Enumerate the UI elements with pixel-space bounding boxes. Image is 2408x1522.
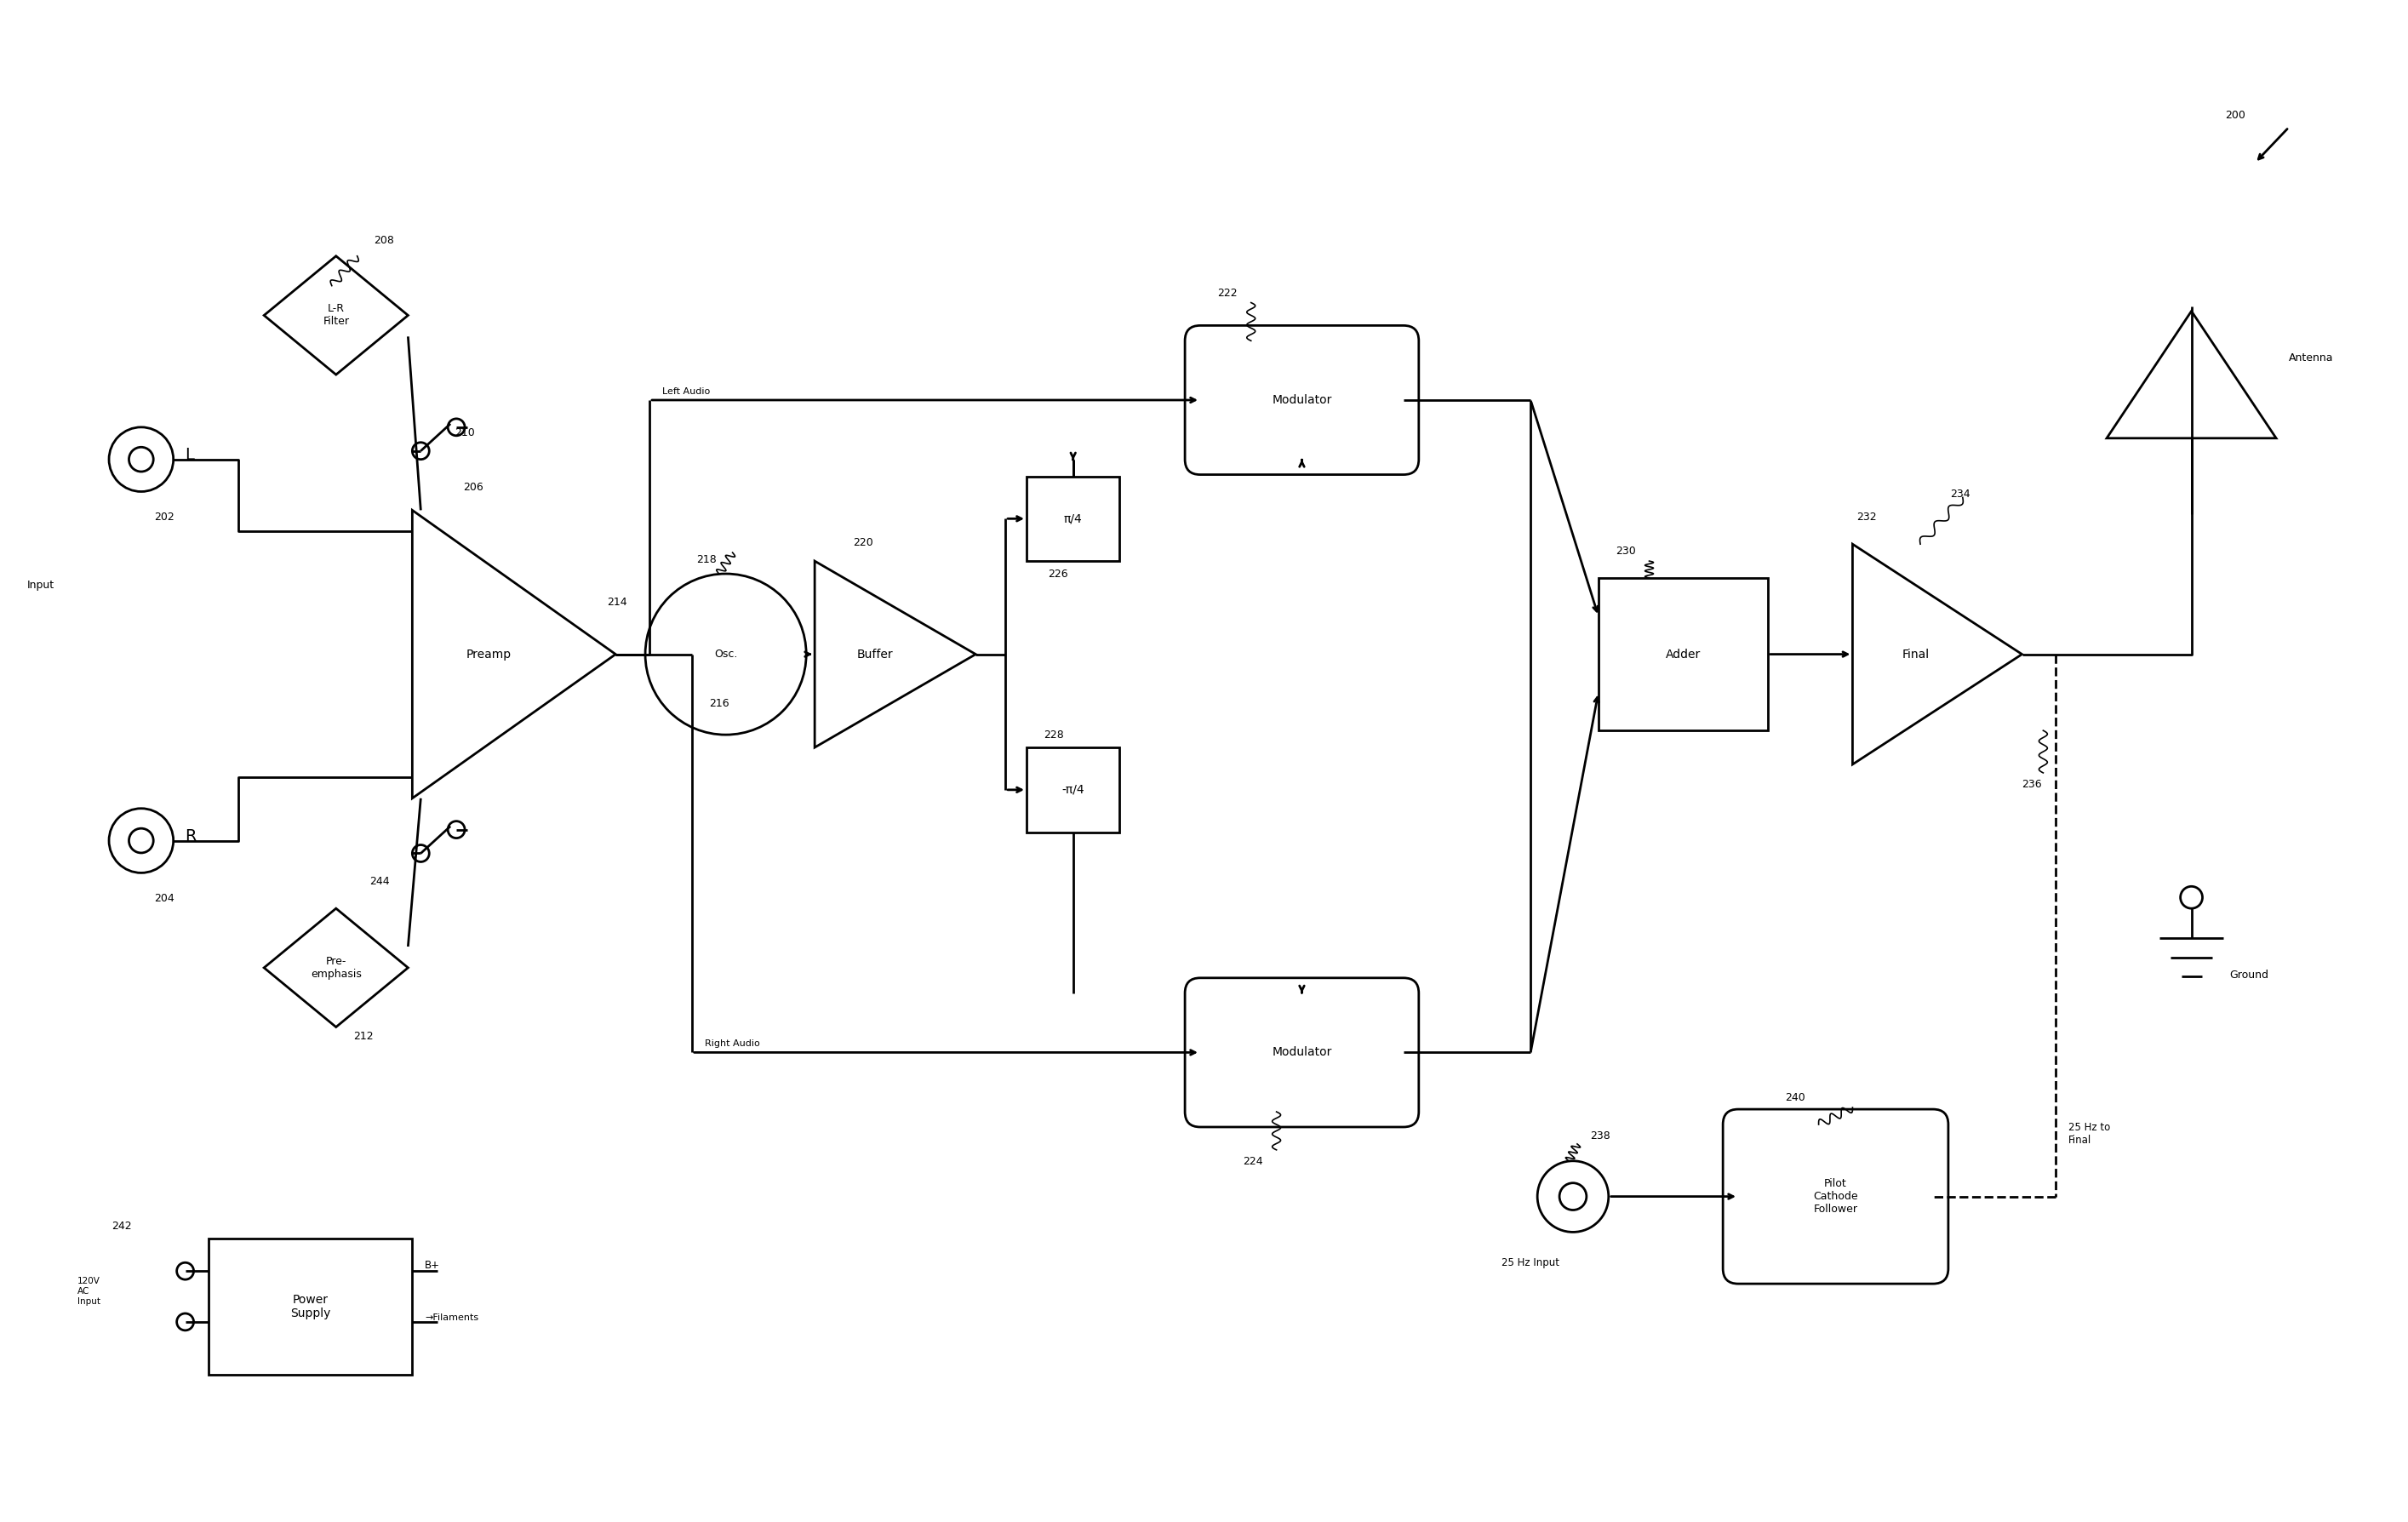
Circle shape xyxy=(448,419,465,435)
Text: 244: 244 xyxy=(371,877,390,887)
Text: L-R
Filter: L-R Filter xyxy=(323,303,349,327)
Text: Pre-
emphasis: Pre- emphasis xyxy=(311,956,361,980)
Text: 236: 236 xyxy=(2023,779,2042,790)
Text: 224: 224 xyxy=(1243,1155,1262,1167)
Text: 210: 210 xyxy=(455,428,474,438)
Text: -π/4: -π/4 xyxy=(1062,784,1084,796)
Text: 218: 218 xyxy=(696,554,715,565)
Text: Modulator: Modulator xyxy=(1271,1047,1332,1058)
Text: Adder: Adder xyxy=(1666,648,1700,661)
Text: 228: 228 xyxy=(1043,729,1064,741)
Text: 242: 242 xyxy=(111,1221,132,1233)
Text: 25 Hz to
Final: 25 Hz to Final xyxy=(2068,1122,2109,1146)
Text: Left Audio: Left Audio xyxy=(662,387,710,396)
Circle shape xyxy=(2179,886,2203,909)
Text: →Filaments: →Filaments xyxy=(424,1313,479,1323)
Text: Ground: Ground xyxy=(2230,970,2268,980)
Circle shape xyxy=(176,1263,193,1280)
Text: B+: B+ xyxy=(424,1260,441,1271)
Text: 25 Hz Input: 25 Hz Input xyxy=(1503,1257,1560,1268)
Text: Power
Supply: Power Supply xyxy=(291,1294,330,1320)
Text: Osc.: Osc. xyxy=(715,648,737,659)
Text: Input: Input xyxy=(26,580,53,591)
Text: 212: 212 xyxy=(354,1032,373,1043)
Circle shape xyxy=(176,1313,193,1330)
Text: Right Audio: Right Audio xyxy=(706,1040,759,1049)
Text: Preamp: Preamp xyxy=(465,648,510,661)
Text: 206: 206 xyxy=(462,482,484,493)
Text: 234: 234 xyxy=(1950,489,1970,501)
Text: Buffer: Buffer xyxy=(857,648,893,661)
Circle shape xyxy=(412,443,429,460)
Text: π/4: π/4 xyxy=(1064,513,1081,525)
Text: 200: 200 xyxy=(2225,110,2247,120)
Text: Final: Final xyxy=(1902,648,1929,661)
Text: 226: 226 xyxy=(1047,569,1067,580)
Text: 216: 216 xyxy=(708,699,730,709)
Text: 240: 240 xyxy=(1784,1093,1806,1103)
Text: 230: 230 xyxy=(1616,546,1635,557)
Circle shape xyxy=(412,845,429,861)
Text: 214: 214 xyxy=(607,597,626,607)
Text: 208: 208 xyxy=(373,234,395,247)
Text: L: L xyxy=(185,447,195,463)
Text: 238: 238 xyxy=(1589,1131,1611,1142)
Text: 232: 232 xyxy=(1857,511,1876,524)
Text: 120V
AC
Input: 120V AC Input xyxy=(77,1277,101,1306)
Text: 204: 204 xyxy=(154,893,173,904)
Circle shape xyxy=(448,822,465,839)
Text: Pilot
Cathode
Follower: Pilot Cathode Follower xyxy=(1813,1178,1859,1215)
Text: 220: 220 xyxy=(852,537,874,548)
Text: R: R xyxy=(185,828,197,845)
Text: 222: 222 xyxy=(1216,288,1238,298)
Text: 202: 202 xyxy=(154,511,173,524)
Text: Antenna: Antenna xyxy=(2290,352,2333,364)
Text: Modulator: Modulator xyxy=(1271,394,1332,406)
